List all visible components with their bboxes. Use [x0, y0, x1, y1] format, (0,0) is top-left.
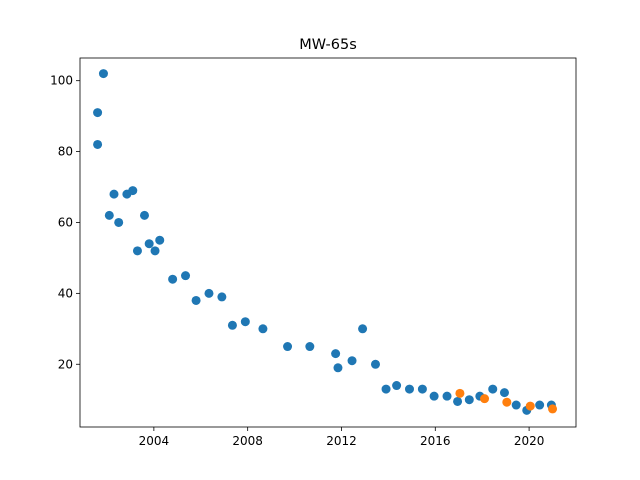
data-point-s0-23 [331, 349, 341, 359]
data-point-s0-9 [139, 210, 149, 220]
data-point-s0-34 [453, 396, 463, 406]
data-point-s0-38 [499, 388, 509, 398]
data-point-s0-35 [464, 395, 474, 405]
y-tick-label: 80 [58, 145, 73, 159]
data-point-s1-3 [525, 401, 535, 411]
data-point-s0-24 [333, 363, 343, 373]
data-point-s0-19 [240, 317, 250, 327]
data-point-s0-13 [168, 274, 178, 284]
x-tick-label: 2004 [139, 434, 170, 448]
data-points [93, 69, 558, 415]
y-axis: 20 40 60 80 100 [50, 74, 80, 371]
data-point-s1-1 [480, 394, 490, 404]
data-point-s0-32 [429, 391, 439, 401]
data-point-s0-15 [191, 295, 201, 305]
data-point-s0-21 [283, 342, 293, 352]
data-point-s0-7 [128, 186, 138, 196]
data-point-s0-39 [511, 400, 521, 410]
x-axis: 2004 2008 2012 2016 2020 [139, 427, 545, 448]
data-point-s0-30 [404, 384, 414, 394]
data-point-s0-1 [93, 139, 103, 149]
x-tick-label: 2016 [420, 434, 451, 448]
data-point-s0-27 [370, 359, 380, 369]
data-point-s0-5 [114, 217, 124, 227]
data-point-s0-41 [535, 400, 545, 410]
data-point-s0-31 [417, 384, 427, 394]
data-point-s1-0 [455, 388, 465, 398]
data-point-s0-20 [258, 324, 268, 334]
data-point-s0-8 [132, 246, 142, 256]
data-point-s0-37 [488, 384, 498, 394]
data-point-s0-4 [109, 189, 119, 199]
data-point-s0-12 [155, 235, 165, 245]
plot-frame [79, 57, 577, 428]
data-point-s0-10 [144, 239, 154, 249]
plot-area [80, 58, 576, 427]
data-point-s0-25 [347, 356, 357, 366]
y-tick-label: 20 [58, 357, 73, 371]
data-point-s0-14 [181, 271, 191, 281]
data-point-s0-33 [442, 391, 452, 401]
data-point-s0-26 [358, 324, 368, 334]
data-point-s0-16 [204, 288, 214, 298]
y-tick-label: 40 [58, 286, 73, 300]
data-point-s0-29 [392, 381, 402, 391]
data-point-s0-22 [305, 342, 315, 352]
data-point-s0-17 [217, 292, 227, 302]
data-point-s0-28 [381, 384, 391, 394]
data-point-s0-3 [104, 210, 114, 220]
y-tick-label: 60 [58, 215, 73, 229]
data-point-s1-4 [548, 404, 558, 414]
chart-title: MW-65s [299, 37, 357, 53]
x-tick-label: 2012 [326, 434, 357, 448]
data-point-s0-18 [227, 320, 237, 330]
y-tick-label: 100 [50, 74, 73, 88]
data-point-s1-2 [502, 397, 512, 407]
data-point-s0-11 [150, 246, 160, 256]
data-point-s0-0 [93, 108, 103, 118]
x-tick-label: 2020 [514, 434, 545, 448]
data-point-s0-2 [98, 69, 108, 79]
x-tick-label: 2008 [232, 434, 263, 448]
